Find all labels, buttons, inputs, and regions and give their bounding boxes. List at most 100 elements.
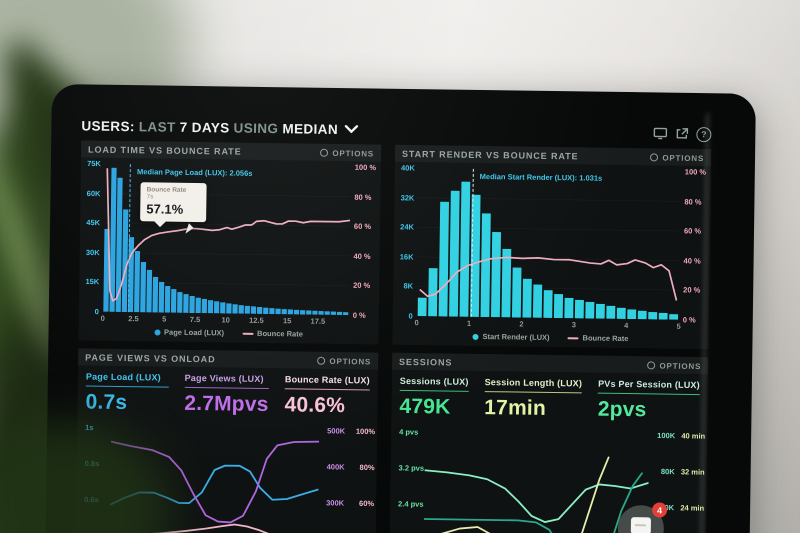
y-tick-right-row: 100K 40 min [649,431,707,441]
legend-dot-marker [472,333,479,340]
x-tick: 1 [466,318,472,328]
options-button[interactable]: OPTIONS [317,356,371,366]
y-tick-right-row: 400K 80% [319,462,377,473]
panel-header: LOAD TIME VS BOUNCE RATE OPTIONS [80,140,382,162]
y-tick-right-row: 300K 60% [318,499,376,509]
y-tick-right-col2: 80% [359,463,375,473]
panel-start-render-vs-bounce-rate: START RENDER VS BOUNCE RATE OPTIONS 40K 3… [392,144,712,350]
y-axis-right: 100 % 80 % 60 % 40 % 20 % 0 % [679,167,711,324]
line-chart-svg [423,423,649,533]
y-tick-left: 0 [408,311,413,321]
share-icon [676,128,689,139]
y-tick-left: 75K [87,158,101,169]
tooltip: Bounce Rate 7s 57.1% [140,181,207,227]
x-tick: 2 [519,319,524,329]
x-tick: 4 [624,321,629,331]
legend-label: Page Load (LUX) [164,327,225,338]
share-button[interactable] [675,128,689,140]
x-tick: 15 [282,316,292,326]
x-tick: 5 [162,314,167,324]
gear-icon [647,361,656,370]
legend-label: Start Render (LUX) [482,332,550,342]
panel-load-time-vs-bounce-rate: LOAD TIME VS BOUNCE RATE OPTIONS 75K 60K 4… [78,140,382,345]
y-tick-left: 30K [85,247,100,257]
y-tick-left: 32K [400,192,415,203]
panel-title: START RENDER VS BOUNCE RATE [401,148,579,162]
help-icon: ? [696,126,712,142]
metric-value: 2pvs [597,397,647,422]
legend-item[interactable]: Start Render (LUX) [472,332,550,342]
tooltip-x-value: 7s [146,193,154,201]
x-tick: 3 [571,320,576,330]
options-label: OPTIONS [329,356,372,366]
metric: Page Load (LUX) 0.7s [85,371,169,416]
options-label: OPTIONS [332,148,375,159]
x-tick: 0 [100,313,105,323]
panel-title: LOAD TIME VS BOUNCE RATE [88,144,242,157]
x-tick: 0 [414,318,419,328]
start-render-histogram-chart[interactable]: 40K 32K 24K 16K 8K 0 Median Start Render (LUX)… [392,163,711,346]
help-button[interactable]: ? [696,126,712,142]
y-tick-left: 15K [85,277,100,287]
metric: Page Views (LUX) 2.7Mpvs [184,373,269,417]
load-time-histogram-chart[interactable]: 75K 60K 45K 30K 15K 0 Median Page Load (LUX): … [78,159,381,341]
options-button[interactable]: OPTIONS [650,153,704,163]
y-tick-right: 100 % [354,162,377,173]
metric-underline [85,385,169,388]
legend-item[interactable]: Bounce Rate [567,333,629,344]
metric-value: 0.7s [85,390,128,415]
y-tick-right-col1: 500K [327,426,346,436]
gear-icon [650,153,659,162]
y-tick-right-row: 80K 32 min [649,467,707,477]
display-settings-button[interactable] [653,127,668,140]
metric: Bounce Rate (LUX) 40.6% [284,374,369,418]
y-tick-left: 40K [400,163,415,173]
y-tick-left: 45K [86,218,101,228]
y-tick-right: 0 % [682,315,696,325]
metrics-row: Page Load (LUX) 0.7s Page Views (LUX) 2.7Mp… [77,365,378,420]
page-title[interactable]: USERS: LAST 7 DAYS USING MEDIAN [81,118,358,137]
metric-underline [399,389,469,392]
chat-notification-badge: 4 [652,502,668,518]
metric-value: 2.7Mpvs [184,391,269,417]
options-button[interactable]: OPTIONS [320,148,374,158]
metric-label: Page Load (LUX) [85,371,161,383]
y-axis-right: 100 % 80 % 60 % 40 % 20 % 0 % [349,163,381,320]
metric-label: PVs Per Session (LUX) [598,378,700,391]
x-tick: 7.5 [189,314,201,325]
y-tick-right-col2: 40 min [681,431,706,441]
metric-underline [284,388,370,391]
gear-icon [320,148,329,157]
y-tick-left: 4 pvs [399,427,419,437]
y-axis-left: 40K 32K 24K 16K 8K 0 [393,163,419,320]
y-tick-right: 40 % [353,251,371,261]
plot-area: Median Page Load (LUX): 2.056s Bounce Rat… [103,164,351,316]
metrics-row: Sessions (LUX) 479K Session Length (LUX) 17… [391,370,708,425]
metric: Sessions (LUX) 479K [399,376,468,420]
y-tick-right-col2: 60% [359,499,375,509]
legend-label: Bounce Rate [582,333,629,344]
y-tick-right-col1: 300K [326,498,345,508]
y-tick-right-col2: 32 min [680,467,705,477]
y-tick-left: 16K [399,252,414,262]
y-tick-right: 0 % [352,310,366,320]
y-tick-right-col1: 100K [657,431,676,441]
metric-underline [597,392,700,396]
legend-item[interactable]: Page Load (LUX) [154,327,224,337]
panel-title: PAGE VIEWS VS ONLOAD [85,352,216,365]
legend-line-marker [567,336,579,339]
options-button[interactable]: OPTIONS [647,361,701,371]
x-tick: 2.5 [128,314,139,324]
metric-label: Bounce Rate (LUX) [284,374,370,386]
y-axis-left: 75K 60K 45K 30K 15K 0 [79,159,105,316]
y-tick-left: 3.2 pvs [398,463,425,473]
legend-line-marker [242,332,254,335]
legend-item[interactable]: Bounce Rate [242,329,303,339]
title-using: USING [233,120,279,136]
y-tick-right-col1: 400K [326,462,345,472]
y-tick-left: 2.4 pvs [398,499,424,510]
